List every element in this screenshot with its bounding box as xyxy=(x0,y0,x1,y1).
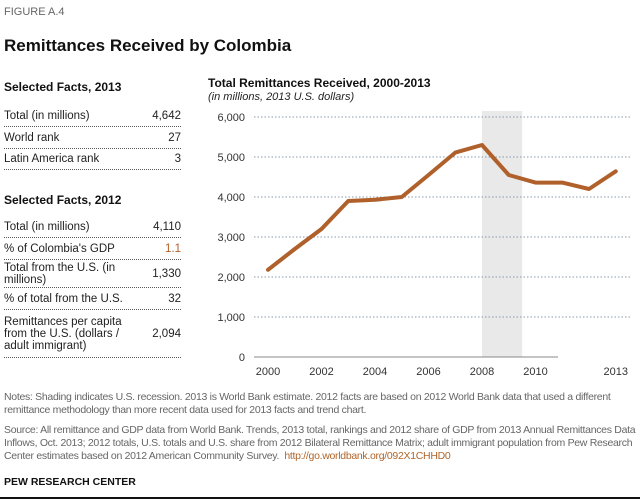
x-tick-label: 2000 xyxy=(256,366,280,378)
footer-brand: PEW RESEARCH CENTER xyxy=(4,476,136,488)
fact-value: 1,330 xyxy=(152,268,181,280)
fact-row: % of total from the U.S. 32 xyxy=(4,289,181,310)
source-text: Source: All remittance and GDP data from… xyxy=(4,424,636,462)
data-point xyxy=(294,248,296,250)
chart-subtitle: (in millions, 2013 U.S. dollars) xyxy=(208,91,355,103)
data-point xyxy=(615,170,617,172)
fact-label: Remittances per capita from the U.S. (do… xyxy=(4,316,122,352)
y-tick-label: 6,000 xyxy=(217,112,245,124)
y-tick-label: 4,000 xyxy=(217,192,245,204)
fact-row: Total (in millions) 4,110 xyxy=(4,217,181,238)
data-point xyxy=(347,200,349,202)
data-point xyxy=(428,174,429,176)
fact-value: 1.1 xyxy=(165,243,181,255)
x-tick-label: 2013 xyxy=(604,366,628,378)
fact-label: % of Colombia's GDP xyxy=(4,243,115,255)
y-tick-label: 0 xyxy=(239,352,245,364)
data-point xyxy=(267,269,269,271)
page-title: Remittances Received by Colombia xyxy=(4,36,292,55)
y-tick-label: 5,000 xyxy=(217,152,245,164)
x-tick-label: 2010 xyxy=(523,366,547,378)
x-tick-label: 2002 xyxy=(309,366,333,378)
data-point xyxy=(401,196,403,198)
source-link[interactable]: http://go.worldbank.org/092X1CHHD0 xyxy=(284,450,451,462)
fact-label: World rank xyxy=(4,132,60,144)
facts-2013-heading: Selected Facts, 2013 xyxy=(4,80,122,94)
fact-value: 27 xyxy=(168,132,181,144)
fact-label: % of total from the U.S. xyxy=(4,293,123,305)
fact-label: Latin America rank xyxy=(4,153,100,165)
fact-value: 32 xyxy=(168,293,181,305)
fact-row: Latin America rank 3 xyxy=(4,149,181,170)
line-chart: 0 1,000 2,000 3,000 4,000 5,000 6,000 2000 2002 2… xyxy=(217,111,632,378)
notes: Notes: Shading indicates U.S. recession.… xyxy=(4,391,611,416)
series-line xyxy=(266,143,618,272)
chart-title: Total Remittances Received, 2000-2013 xyxy=(208,76,431,90)
fact-label: Total from the U.S. (in millions) xyxy=(4,262,116,286)
y-tick-label: 3,000 xyxy=(217,232,245,244)
fact-row: % of Colombia's GDP 1.1 xyxy=(4,239,181,260)
bottom-rule xyxy=(0,497,640,499)
y-tick-label: 2,000 xyxy=(217,272,245,284)
fact-value: 4,642 xyxy=(152,110,181,122)
x-tick-label: 2008 xyxy=(470,366,494,378)
x-tick-label: 2006 xyxy=(416,366,440,378)
fact-value: 4,110 xyxy=(153,221,181,233)
fact-row: Total from the U.S. (in millions) 1,330 xyxy=(4,261,181,288)
fact-label: Total (in millions) xyxy=(4,221,90,233)
x-tick-label: 2004 xyxy=(363,366,387,378)
data-point xyxy=(588,188,590,190)
fact-label: Total (in millions) xyxy=(4,110,90,122)
fact-row: Remittances per capita from the U.S. (do… xyxy=(4,311,181,358)
fact-row: Total (in millions) 4,642 xyxy=(4,106,181,127)
data-point xyxy=(374,199,376,201)
facts-2012-heading: Selected Facts, 2012 xyxy=(4,193,122,207)
y-tick-label: 1,000 xyxy=(217,312,245,324)
recession-shading xyxy=(482,111,523,357)
data-point xyxy=(561,182,563,184)
data-point xyxy=(481,144,483,146)
data-point xyxy=(508,174,510,176)
fact-value: 3 xyxy=(174,153,181,165)
figure-label: FIGURE A.4 xyxy=(4,6,65,18)
data-point xyxy=(454,152,456,154)
data-point xyxy=(321,228,322,230)
data-point xyxy=(535,182,536,184)
source: Source: All remittance and GDP data from… xyxy=(4,424,636,463)
fact-row: World rank 27 xyxy=(4,128,181,149)
fact-value: 2,094 xyxy=(152,328,181,340)
